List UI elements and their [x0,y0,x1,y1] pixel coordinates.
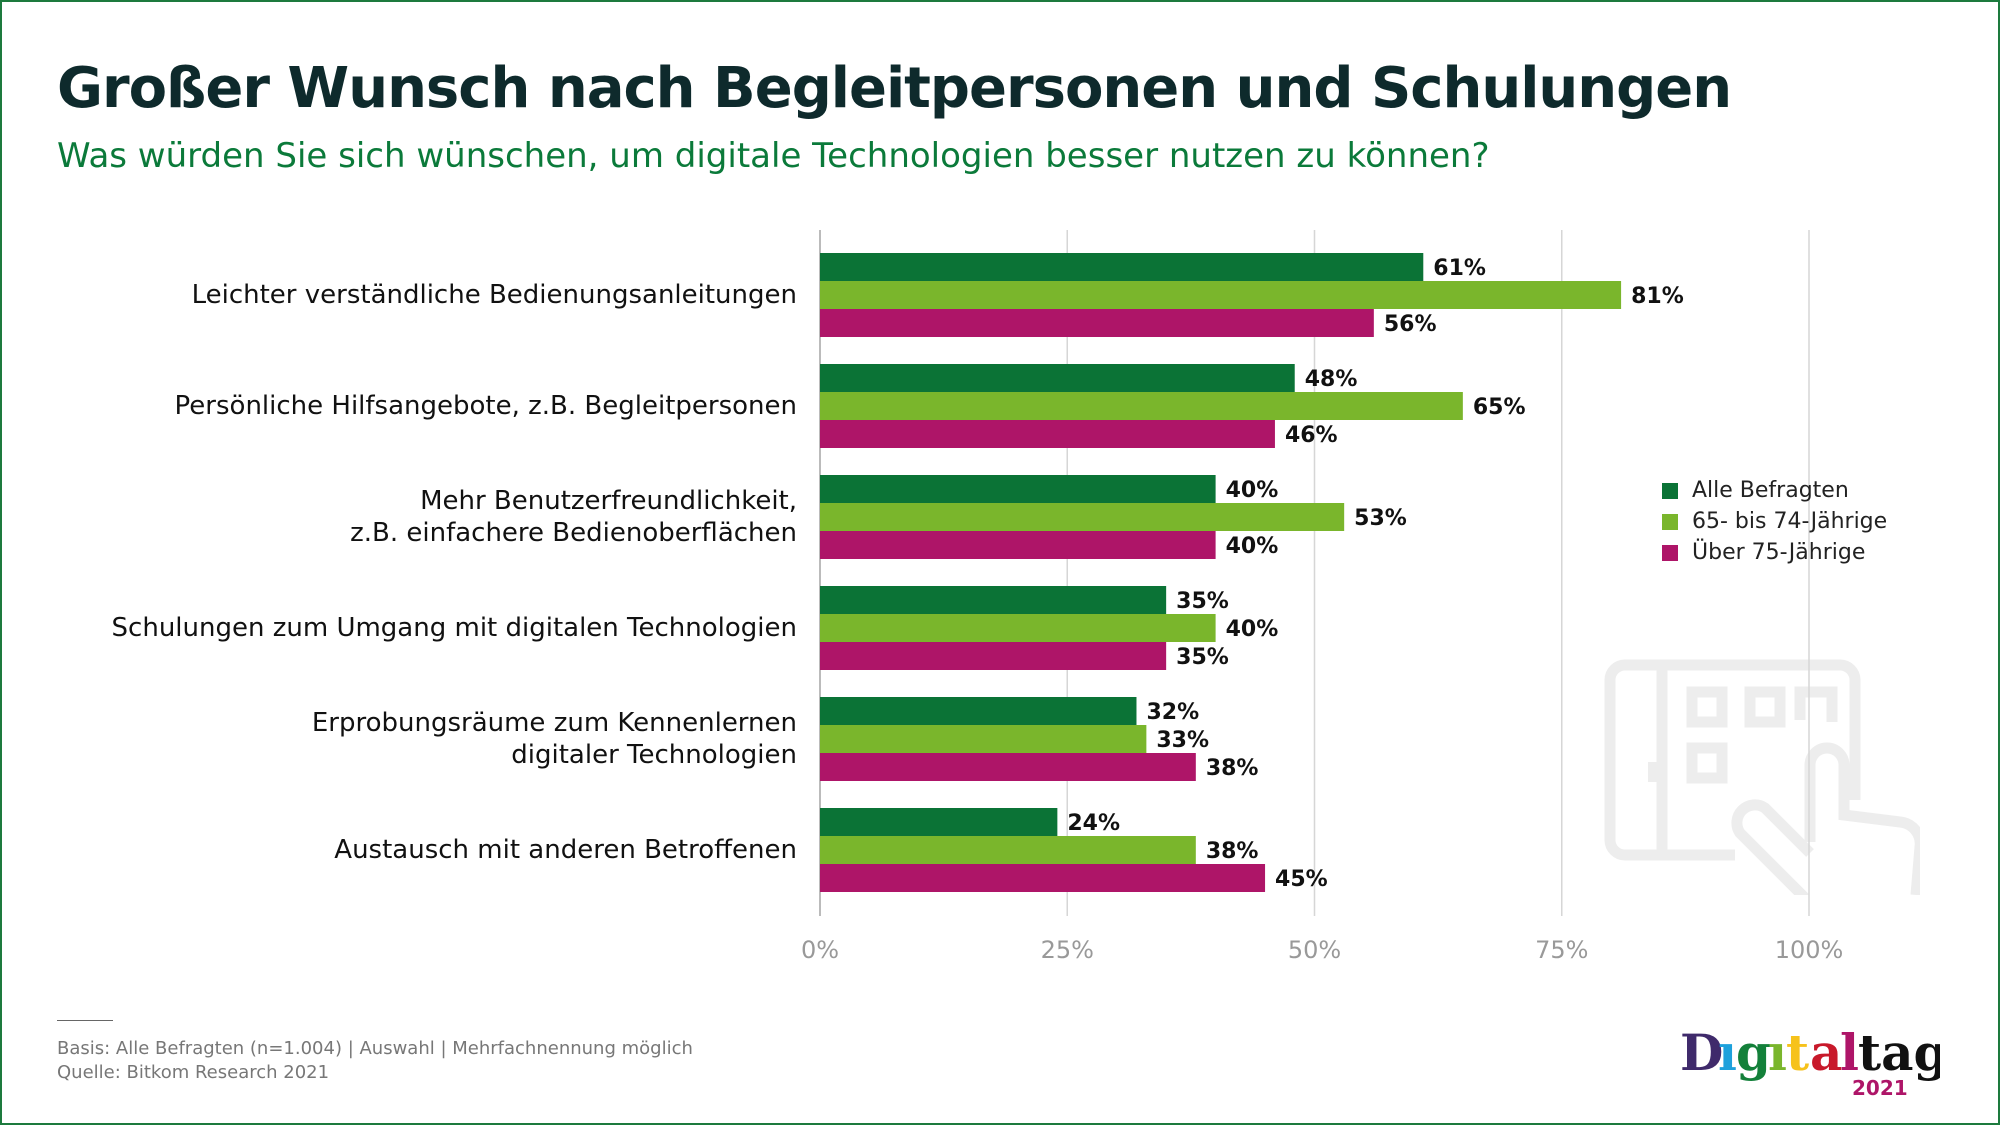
data-label: 45% [1275,867,1328,892]
svg-text:tag: tag [1858,1023,1940,1082]
legend-label: Alle Befragten [1692,478,1849,503]
bar [820,753,1196,781]
bar [820,475,1216,503]
data-label: 35% [1176,645,1229,670]
data-label: 53% [1354,506,1407,531]
category-label-line: Austausch mit anderen Betroffenen [334,835,797,865]
data-label: 46% [1285,423,1338,448]
bar [820,309,1374,337]
x-tick-label: 75% [1535,936,1588,964]
data-label: 81% [1631,284,1684,309]
category-label-line: Erprobungsräume zum Kennenlernen [311,708,797,738]
x-tick-label: 0% [801,936,839,964]
bar [820,531,1216,559]
data-label: 65% [1473,395,1526,420]
data-label: 33% [1156,728,1209,753]
data-label: 24% [1067,811,1120,836]
bar [820,836,1196,864]
chart-subtitle: Was würden Sie sich wünschen, um digital… [57,136,1490,176]
bar [820,420,1275,448]
footer-divider [57,1020,113,1021]
legend-item: Alle Befragten [1662,478,1849,503]
category-label-line: z.B. einfachere Bedienoberflächen [350,518,797,548]
footer-source: Quelle: Bitkom Research 2021 [57,1062,330,1083]
bar [820,697,1137,725]
svg-text:l: l [1840,1023,1859,1082]
category-label: Erprobungsräume zum Kennenlernen digitale… [312,707,797,771]
bar [820,642,1167,670]
x-tick-label: 100% [1775,936,1844,964]
bar [820,253,1424,281]
x-tick-label: 25% [1041,936,1094,964]
bar [820,864,1266,892]
legend-label: Über 75-Jährige [1692,540,1866,565]
category-label-line: Schulungen zum Umgang mit digitalen Tech… [111,613,797,643]
category-label: Persönliche Hilfsangebote, z.B. Begleitp… [175,390,797,422]
svg-text:ı: ı [1718,1023,1737,1082]
data-label: 61% [1433,256,1486,281]
data-label: 38% [1206,756,1259,781]
data-label: 48% [1305,367,1358,392]
category-label-line: Persönliche Hilfsangebote, z.B. Begleitp… [174,391,797,421]
svg-text:D: D [1680,1023,1723,1082]
svg-text:g: g [1736,1023,1771,1082]
data-label: 32% [1146,700,1199,725]
svg-text:a: a [1810,1023,1842,1082]
bar [820,614,1216,642]
legend-swatch [1662,482,1678,499]
svg-text:ı: ı [1768,1023,1787,1082]
legend-item: 65- bis 74-Jährige [1662,509,1887,534]
category-label-line: digitaler Technologien [511,740,797,770]
svg-text:2021: 2021 [1852,1076,1908,1100]
footer-basis: Basis: Alle Befragten (n=1.004) | Auswah… [57,1038,693,1059]
legend-swatch [1662,513,1678,530]
bar [820,725,1147,753]
legend-item: Über 75-Jährige [1662,540,1865,565]
bar [820,586,1167,614]
category-label: Leichter verständliche Bedienungsanleitu… [192,279,797,311]
category-label-line: Leichter verständliche Bedienungsanleitu… [191,280,797,310]
legend-swatch [1662,544,1678,561]
svg-text:t: t [1786,1023,1809,1082]
data-label: 40% [1226,534,1279,559]
bar [820,364,1295,392]
category-label: Austausch mit anderen Betroffenen [334,834,797,866]
digitaltag-logo: D ı g ı t a l tag 2021 [1680,1023,1940,1100]
legend-label: 65- bis 74-Jährige [1692,509,1888,534]
data-label: 56% [1384,312,1437,337]
data-label: 40% [1226,617,1279,642]
data-label: 35% [1176,589,1229,614]
chart-title: Großer Wunsch nach Begleitpersonen und S… [57,56,1732,121]
data-label: 40% [1226,478,1279,503]
bar [820,392,1463,420]
category-label-line: Mehr Benutzerfreundlichkeit, [420,486,797,516]
category-label: Schulungen zum Umgang mit digitalen Tech… [112,612,797,644]
tablet-touch-icon [1604,659,1920,895]
data-label: 38% [1206,839,1259,864]
bar [820,503,1345,531]
category-label: Mehr Benutzerfreundlichkeit, z.B. einfach… [350,485,797,549]
x-tick-label: 50% [1288,936,1341,964]
bar [820,808,1058,836]
bar [820,281,1622,309]
